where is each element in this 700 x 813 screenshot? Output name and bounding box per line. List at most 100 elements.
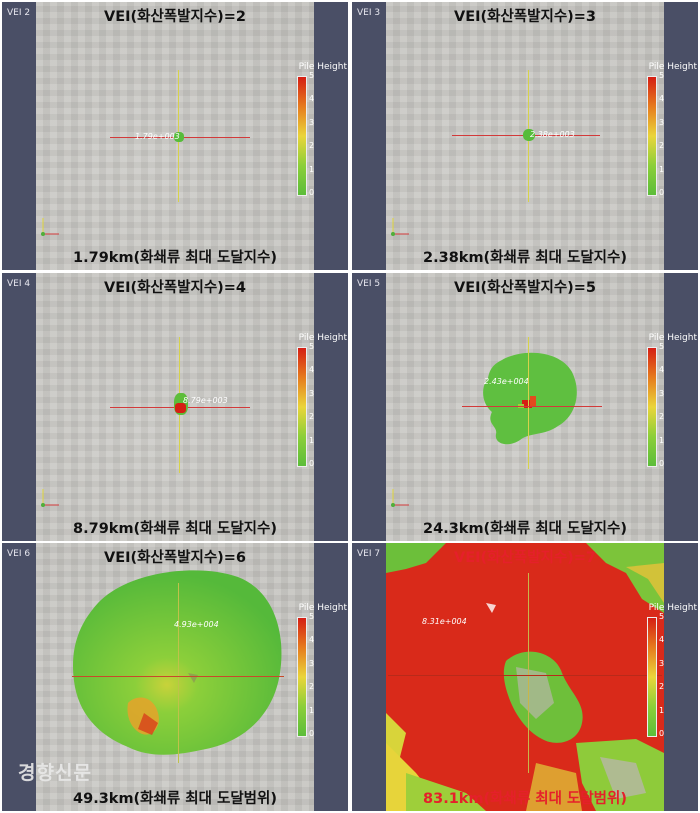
flow-core [175,403,186,413]
left-bar [352,273,386,541]
panel-caption: 2.38km(화쇄류 최대 도달지수) [423,250,627,266]
legend-tick: 1 [309,165,315,174]
axes-triad-icon [41,218,59,236]
panel-vei-3: VEI 3 2.38e+003 Pile Height 5 4 3 2 1 0 … [352,2,698,270]
flow-area [174,132,184,142]
panel-title: VEI(화산폭발지수)=4 [103,280,247,296]
legend-tick: 4 [659,94,665,103]
legend-tick: 4 [309,365,315,374]
vei-tag: VEI 3 [357,8,381,18]
x-axis-line [72,676,284,677]
right-bar [314,2,348,270]
legend-tick: 0 [659,188,665,197]
right-bar [314,273,348,541]
legend-tick: 1 [659,165,665,174]
legend-title: Pile Height [298,603,347,613]
legend-tick: 2 [659,682,665,691]
legend-tick: 4 [309,635,315,644]
coordinate-label: 4.93e+004 [174,620,219,629]
x-axis-line [462,406,602,407]
legend-tick: 5 [659,342,665,351]
legend-tick: 3 [659,389,665,398]
panel-vei-2: VEI 2 1.79e+003 Pile Height 5 4 3 2 1 0 … [2,2,348,270]
y-axis-line [528,573,529,773]
axes-triad-icon [41,489,59,507]
left-bar [352,2,386,270]
panel-vei-7: VEI 7 8.31e+004 Pile Height 5 4 3 2 1 0 … [352,543,698,811]
right-bar [664,2,698,270]
legend-title: Pile Height [648,62,697,72]
legend-colorbar [647,76,657,196]
coordinate-label: 8.79e+003 [183,396,228,405]
legend-tick: 1 [309,436,315,445]
panel-caption: 24.3km(화쇄류 최대 도달지수) [423,521,627,537]
legend-tick: 5 [659,71,665,80]
panel-title: VEI(화산폭발지수)=3 [453,9,597,25]
legend-tick: 2 [309,141,315,150]
legend-tick: 3 [309,389,315,398]
legend-tick: 5 [309,71,315,80]
flow-area [73,570,282,755]
y-axis-line [178,583,179,763]
y-axis-line [528,337,529,469]
panel-title: VEI(화산폭발지수)=2 [103,9,247,25]
vei-tag: VEI 4 [7,279,31,289]
legend-title: Pile Height [648,333,697,343]
x-axis-line [388,675,662,676]
left-bar [352,543,386,811]
legend-title: Pile Height [298,333,347,343]
legend-tick: 3 [309,118,315,127]
coordinate-label: 2.38e+003 [530,130,575,139]
legend-colorbar [647,617,657,737]
legend-tick: 4 [659,635,665,644]
legend-tick: 5 [659,612,665,621]
coordinate-label: 1.79e+003 [135,132,180,141]
left-bar [2,273,36,541]
legend-tick: 2 [659,141,665,150]
vei-tag: VEI 5 [357,279,381,289]
axes-triad-icon [391,489,409,507]
watermark-logo: 경향신문 [18,762,92,784]
legend-tick: 2 [309,682,315,691]
legend-tick: 0 [659,459,665,468]
legend-tick: 0 [309,729,315,738]
legend-tick: 3 [659,118,665,127]
panel-title: VEI(화산폭발지수)=5 [453,280,597,296]
flow-area [386,543,664,811]
panel-vei-6: VEI 6 4.93e+004 Pile Height 5 4 3 2 1 0 … [2,543,348,811]
legend-tick: 4 [659,365,665,374]
coordinate-label: 8.31e+004 [422,617,467,626]
legend-tick: 5 [309,342,315,351]
panel-title: VEI(화산폭발지수)=6 [103,550,247,566]
left-bar [2,2,36,270]
right-bar [664,543,698,811]
axes-triad-icon [391,218,409,236]
legend-title: Pile Height [648,603,697,613]
right-bar [314,543,348,811]
vei-tag: VEI 2 [7,8,31,18]
flow-area [523,129,535,141]
panel-caption: 83.1km(화쇄류 최대 도달범위) [423,791,627,807]
panel-caption: 1.79km(화쇄류 최대 도달지수) [73,250,277,266]
legend-colorbar [297,347,307,467]
legend-title: Pile Height [298,62,347,72]
legend-colorbar [647,347,657,467]
coordinate-label: 2.43e+004 [484,377,529,386]
legend-tick: 3 [659,659,665,668]
legend-tick: 2 [309,412,315,421]
legend-tick: 1 [309,706,315,715]
panel-vei-5: VEI 5 2.43e+004 Pile Height 5 4 3 2 1 0 … [352,273,698,541]
legend-tick: 3 [309,659,315,668]
legend-colorbar [297,76,307,196]
legend-tick: 5 [309,612,315,621]
legend-tick: 2 [659,412,665,421]
panel-caption: 8.79km(화쇄류 최대 도달지수) [73,521,277,537]
flow-area [483,352,577,445]
legend-colorbar [297,617,307,737]
vei-tag: VEI 7 [357,549,381,559]
legend-tick: 0 [309,459,315,468]
right-bar [664,273,698,541]
legend-tick: 4 [309,94,315,103]
legend-tick: 0 [309,188,315,197]
left-bar [2,543,36,811]
